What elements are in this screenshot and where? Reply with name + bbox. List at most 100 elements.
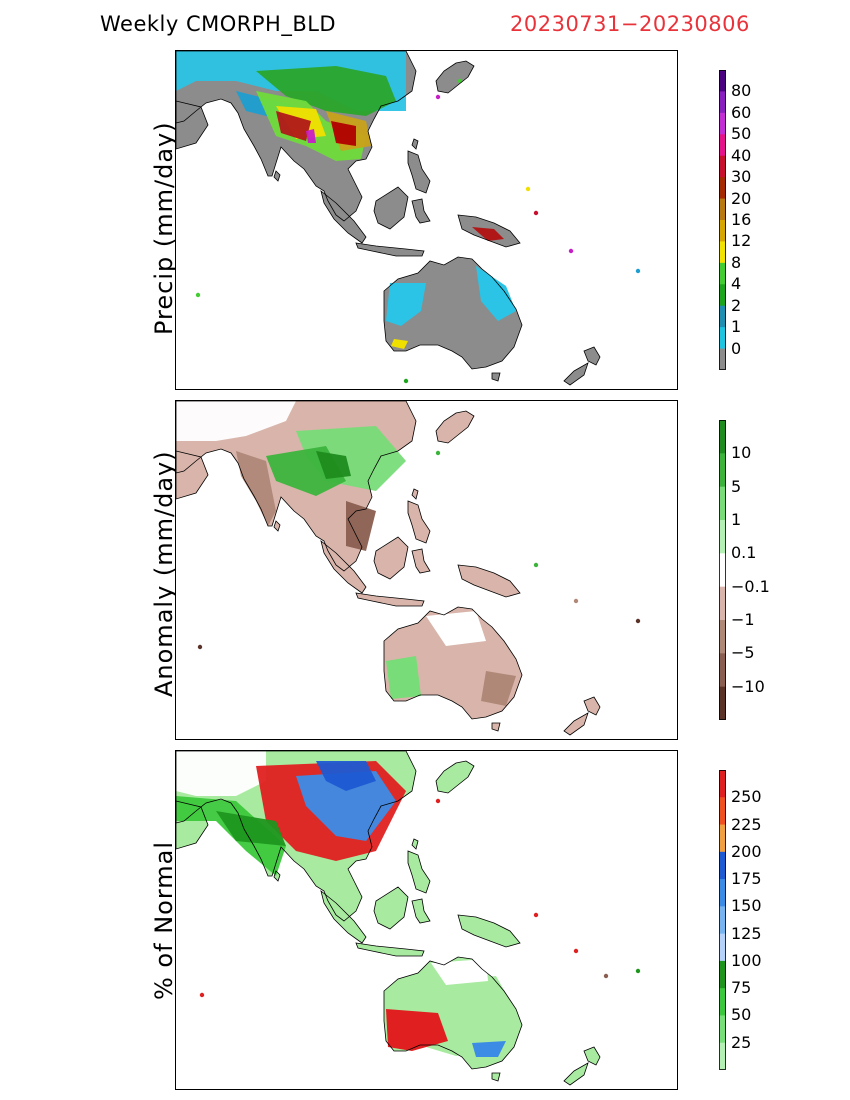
land-sulawesi	[412, 549, 430, 573]
land-sumatra	[321, 541, 366, 593]
region-6	[276, 111, 311, 141]
land-borneo	[374, 187, 408, 229]
land-sulawesi	[412, 899, 430, 923]
coast-sumatra	[320, 189, 367, 244]
land-arabia	[176, 451, 208, 499]
land-sumatra	[321, 891, 366, 943]
land-borneo	[374, 537, 408, 579]
precip-map-svg	[176, 51, 641, 386]
colorbar-swatch	[719, 520, 726, 554]
colorbar-tick-label: 125	[731, 923, 762, 943]
coast-arabia	[176, 450, 209, 500]
coast-sulawesi	[411, 898, 431, 924]
region-extra-3	[391, 339, 408, 349]
colorbar-swatch	[719, 933, 726, 962]
colorbar-tick-label: 25	[731, 1032, 752, 1052]
coast-borneo	[373, 536, 409, 580]
dot-4	[635, 618, 641, 624]
coastlines	[176, 51, 601, 386]
coast-nz2	[563, 712, 589, 736]
date-range: 20230731−20230806	[510, 12, 750, 36]
coast-newguinea	[457, 214, 521, 248]
region-1	[236, 451, 276, 526]
land-japan	[436, 411, 474, 443]
dot-1	[533, 912, 539, 918]
coast-taiwan	[411, 488, 419, 500]
dot-6	[195, 292, 201, 298]
colorbar-swatch	[719, 906, 726, 935]
land-nz2	[564, 1063, 588, 1085]
precip-regions	[176, 751, 641, 1057]
coast-nz1	[583, 346, 601, 366]
coast-asia	[176, 401, 417, 572]
dot-0	[435, 450, 441, 456]
precip-colorbar	[719, 70, 726, 370]
dot-2	[525, 186, 531, 192]
dot-5	[635, 968, 641, 974]
coast-nz1	[583, 1046, 601, 1066]
land-arabia	[176, 101, 208, 149]
colorbar-swatch	[719, 686, 726, 720]
colorbar-swatch	[719, 284, 726, 307]
colorbar-tick-label: −1	[731, 610, 755, 629]
precip-ylabel: Precip (mm/day)	[150, 121, 178, 335]
colorbar-swatch	[719, 770, 726, 798]
land-sulawesi	[412, 199, 430, 223]
colorbar-tick-label: 0	[731, 338, 742, 358]
coast-japan	[435, 760, 475, 794]
region-0	[176, 401, 296, 441]
dot-3	[603, 973, 609, 979]
colorbar-swatch	[719, 134, 726, 157]
colorbar-tick-label: 12	[731, 231, 752, 251]
coast-australia	[383, 256, 523, 370]
colorbar-swatch	[719, 220, 726, 242]
land-philippines	[408, 851, 430, 893]
colorbar-swatch	[719, 620, 726, 654]
colorbar-swatch	[719, 155, 726, 178]
coast-sulawesi	[411, 198, 431, 224]
coast-sulawesi	[411, 548, 431, 574]
colorbar-tick-label: 8	[731, 252, 742, 272]
region-extra-2	[476, 266, 516, 321]
colorbar-tick-label: 150	[731, 896, 762, 916]
land-newguinea	[458, 565, 520, 597]
anomaly-colorbar-svg	[719, 420, 726, 720]
colorbar-border	[719, 770, 726, 1070]
region-extra-3	[481, 671, 516, 706]
colorbar-tick-label: 1	[731, 510, 742, 529]
precip-colorbar-svg	[719, 70, 726, 370]
colorbar-tick-label: 20	[731, 188, 752, 208]
colorbar-tick-label: 50	[731, 124, 752, 144]
anomaly-map-svg	[176, 401, 641, 736]
colorbar-border	[719, 70, 726, 370]
region-7	[331, 121, 356, 146]
anomaly-ylabel: Anomaly (mm/day)	[150, 450, 178, 697]
colorbar-swatch	[719, 262, 726, 285]
colorbar-swatch	[719, 960, 726, 989]
colorbar-tick-label: 175	[731, 869, 762, 889]
coast-japan	[435, 410, 475, 444]
colorbar-swatch	[719, 553, 726, 588]
colorbar-tick-label: 100	[731, 950, 762, 970]
dot-4	[568, 248, 574, 254]
region-extra-4	[472, 227, 504, 241]
coast-arabia	[176, 100, 209, 150]
percent-normal-panel: % of Normal 250 225 200 175 150 125 100 75 50 25	[0, 750, 850, 1100]
land-java	[356, 593, 424, 606]
dot-0	[435, 94, 441, 100]
region-extra-0	[391, 626, 506, 701]
colorbar-swatch	[719, 327, 726, 350]
colorbar-tick-label: 5	[731, 476, 742, 496]
colorbar-tick-label: 16	[731, 210, 752, 229]
percent-normal-ylabel: % of Normal	[150, 840, 178, 1000]
colorbar-swatch	[719, 112, 726, 135]
percent-normal-map-svg	[176, 751, 641, 1086]
coast-philippines	[407, 150, 431, 194]
coast-sumatra	[320, 539, 367, 594]
region-2	[256, 66, 396, 116]
region-extra-1	[386, 283, 426, 326]
land-japan	[436, 761, 474, 793]
colorbar-swatch	[719, 453, 726, 488]
coast-nz2	[563, 362, 589, 386]
colorbar-tick-label: 4	[731, 274, 742, 294]
